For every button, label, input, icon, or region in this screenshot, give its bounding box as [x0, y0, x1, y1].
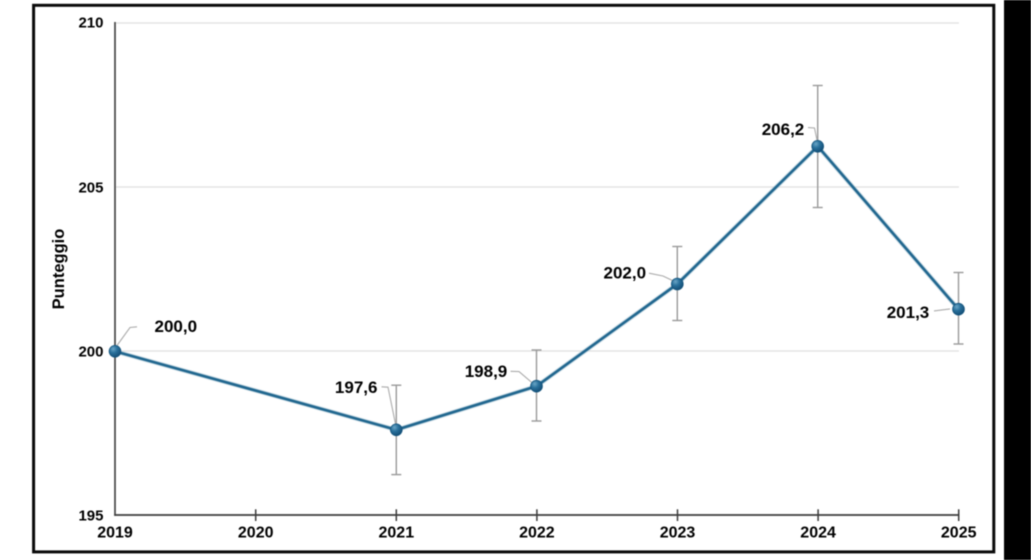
svg-text:195: 195	[78, 507, 103, 524]
svg-text:200: 200	[78, 343, 103, 360]
svg-text:2021: 2021	[379, 525, 415, 542]
svg-text:2025: 2025	[941, 525, 977, 542]
svg-text:2019: 2019	[97, 525, 133, 542]
svg-text:206,2: 206,2	[762, 120, 805, 139]
svg-text:201,3: 201,3	[887, 303, 930, 322]
svg-text:197,6: 197,6	[335, 378, 378, 397]
svg-text:210: 210	[78, 14, 103, 31]
svg-text:2020: 2020	[238, 525, 274, 542]
svg-text:198,9: 198,9	[465, 362, 508, 381]
svg-text:2022: 2022	[519, 525, 555, 542]
svg-text:205: 205	[78, 179, 103, 196]
svg-text:2023: 2023	[660, 525, 696, 542]
svg-text:202,0: 202,0	[604, 264, 647, 283]
svg-text:200,0: 200,0	[155, 317, 198, 336]
svg-text:Punteggio: Punteggio	[50, 229, 68, 310]
svg-text:2024: 2024	[800, 525, 836, 542]
